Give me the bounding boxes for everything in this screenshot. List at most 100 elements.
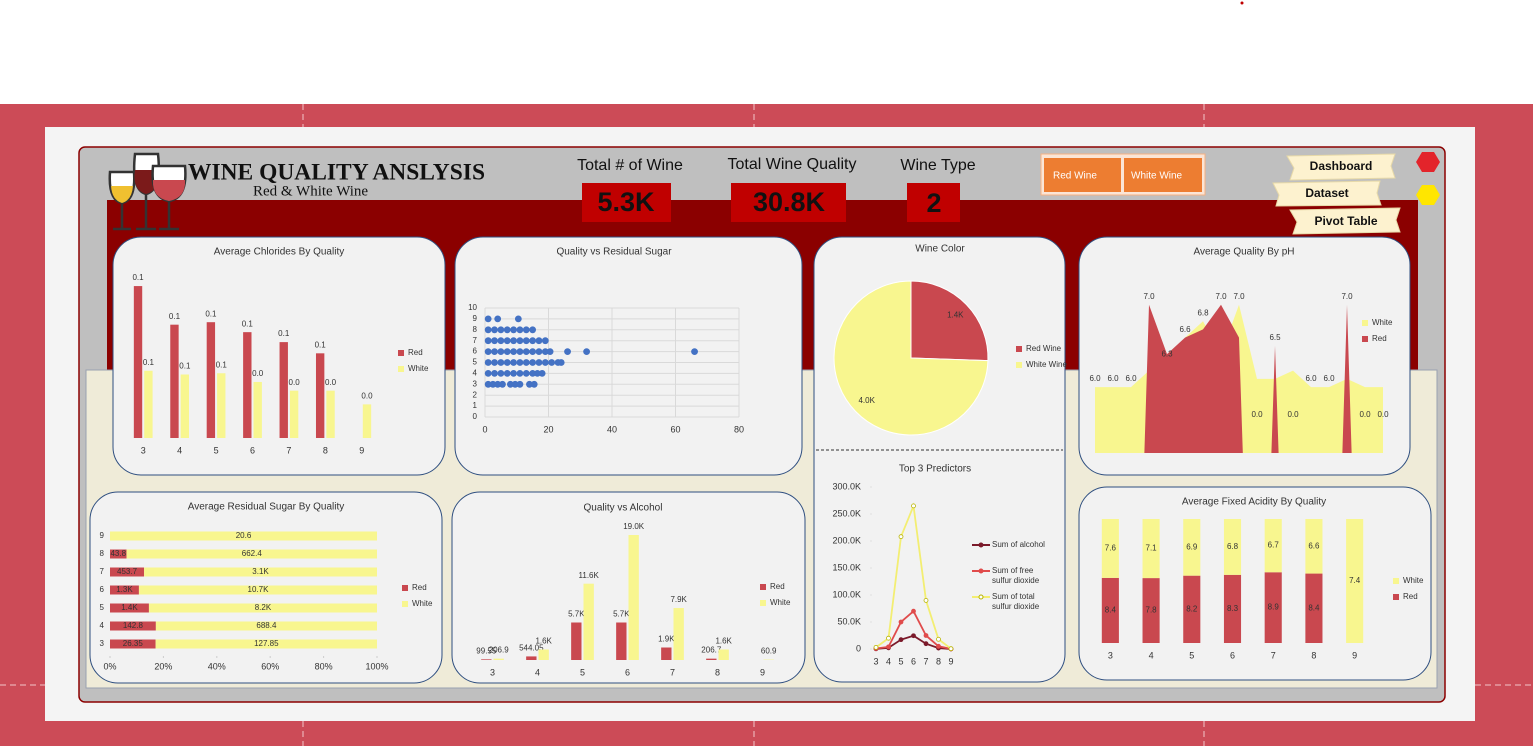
- scatter-point: [497, 326, 505, 334]
- scatter-point: [510, 359, 517, 366]
- x-tick-label: 80: [734, 424, 744, 434]
- line-marker: [898, 619, 904, 625]
- nav-button[interactable]: [1272, 180, 1382, 207]
- scatter-point: [489, 380, 497, 388]
- bar: [1183, 575, 1201, 643]
- y-tick-label: 200.0K: [832, 535, 861, 545]
- x-tick-label: 3: [1108, 650, 1113, 660]
- scatter-point: [691, 348, 698, 355]
- scatter-point: [535, 348, 543, 355]
- dashboard-subtitle: Red & White Wine: [253, 183, 368, 199]
- data-label: 6.3: [1161, 349, 1173, 358]
- bar: [706, 658, 717, 660]
- nav-hexagon[interactable]: [1416, 185, 1440, 205]
- bar: [1142, 578, 1160, 643]
- line-marker: [923, 598, 929, 603]
- slicer-button[interactable]: [1124, 158, 1202, 192]
- nav-button[interactable]: [1289, 207, 1401, 235]
- bar: [155, 639, 377, 649]
- data-label: 6.8: [1197, 308, 1209, 317]
- x-tick-label: 8: [715, 667, 720, 677]
- y-tick-label: 8: [100, 549, 105, 558]
- line-marker: [911, 503, 916, 509]
- x-tick-label: 7: [923, 656, 928, 666]
- y-tick-label: 2: [473, 390, 478, 399]
- x-tick-label: 3: [141, 445, 146, 455]
- x-tick-label: 80%: [315, 661, 333, 671]
- scatter-point: [510, 337, 517, 345]
- bar: [110, 567, 145, 577]
- scatter-point: [526, 380, 533, 388]
- data-label: 6.0: [1323, 374, 1335, 383]
- y-tick-label: 300.0K: [832, 481, 861, 491]
- x-tick-label: 4: [177, 445, 182, 455]
- bar: [253, 381, 262, 438]
- data-label: 0.1: [179, 362, 191, 371]
- x-tick-label: 5: [1189, 650, 1194, 660]
- y-tick-label: 6: [473, 347, 478, 356]
- data-label: 1.9K: [658, 635, 675, 644]
- bar: [628, 535, 639, 660]
- data-label: 8.3: [1227, 604, 1239, 613]
- x-tick-label: 9: [760, 667, 765, 677]
- scatter-point: [484, 326, 492, 334]
- bar: [571, 622, 582, 660]
- nav-label[interactable]: Dashboard: [1310, 159, 1373, 173]
- bar: [1264, 519, 1282, 573]
- data-label: 8.2: [1186, 604, 1198, 613]
- bar: [110, 603, 149, 613]
- y-tick-label: 6: [100, 585, 105, 594]
- scatter-point: [503, 359, 511, 366]
- x-tick-label: 6: [1230, 650, 1235, 660]
- scatter-point: [529, 337, 537, 345]
- pie-slice: [833, 280, 989, 436]
- x-tick-label: 3: [490, 667, 495, 677]
- chart-title: Average Quality By pH: [1194, 247, 1295, 258]
- bar: [526, 656, 537, 660]
- x-tick-label: 100%: [365, 661, 388, 671]
- nav-button[interactable]: [1286, 153, 1396, 181]
- y-tick-label: 8: [473, 325, 478, 334]
- data-label: 453.7: [117, 567, 138, 576]
- scatter-point: [484, 359, 492, 366]
- legend-swatch: [1016, 362, 1022, 368]
- legend-swatch: [1393, 578, 1399, 584]
- bar: [538, 649, 549, 660]
- data-label: 0.0: [361, 391, 373, 400]
- data-label: 11.6K: [579, 571, 600, 580]
- bar: [110, 621, 156, 631]
- nav-label[interactable]: Dataset: [1305, 186, 1348, 200]
- kpi-value: 30.8K: [753, 187, 826, 217]
- scatter-point: [516, 380, 524, 388]
- x-tick-label: 40%: [208, 661, 226, 671]
- scatter-point: [514, 315, 522, 323]
- slicer-button-label[interactable]: Red Wine: [1053, 171, 1097, 182]
- data-label: 6.0: [1089, 374, 1101, 383]
- nav-hexagon[interactable]: [1416, 152, 1440, 172]
- data-label: 6.0: [1305, 374, 1317, 383]
- slicer-button-label[interactable]: White Wine: [1131, 171, 1183, 182]
- data-label: 60.9: [761, 647, 777, 656]
- scatter-point: [529, 348, 537, 355]
- bar: [144, 567, 377, 577]
- kpi-value: 2: [926, 188, 941, 218]
- data-label: 7.0: [1215, 292, 1227, 301]
- line-marker: [911, 608, 916, 614]
- line-marker: [923, 633, 929, 638]
- nav-label[interactable]: Pivot Table: [1314, 214, 1377, 228]
- scatter-point: [497, 337, 505, 345]
- pie-slice: [910, 280, 989, 362]
- y-tick-label: 4: [100, 621, 105, 630]
- data-label: 5.7K: [613, 610, 630, 619]
- card: [112, 236, 446, 476]
- legend-label: White: [1372, 318, 1393, 327]
- legend-swatch: [760, 584, 766, 590]
- bar: [661, 647, 672, 660]
- y-tick-label: 1: [473, 401, 478, 410]
- bar: [144, 370, 153, 438]
- data-label: 6.0: [1125, 374, 1137, 383]
- bar: [110, 531, 377, 541]
- scatter-point: [541, 359, 549, 366]
- line-marker: [886, 644, 891, 650]
- slicer-button[interactable]: [1044, 158, 1121, 192]
